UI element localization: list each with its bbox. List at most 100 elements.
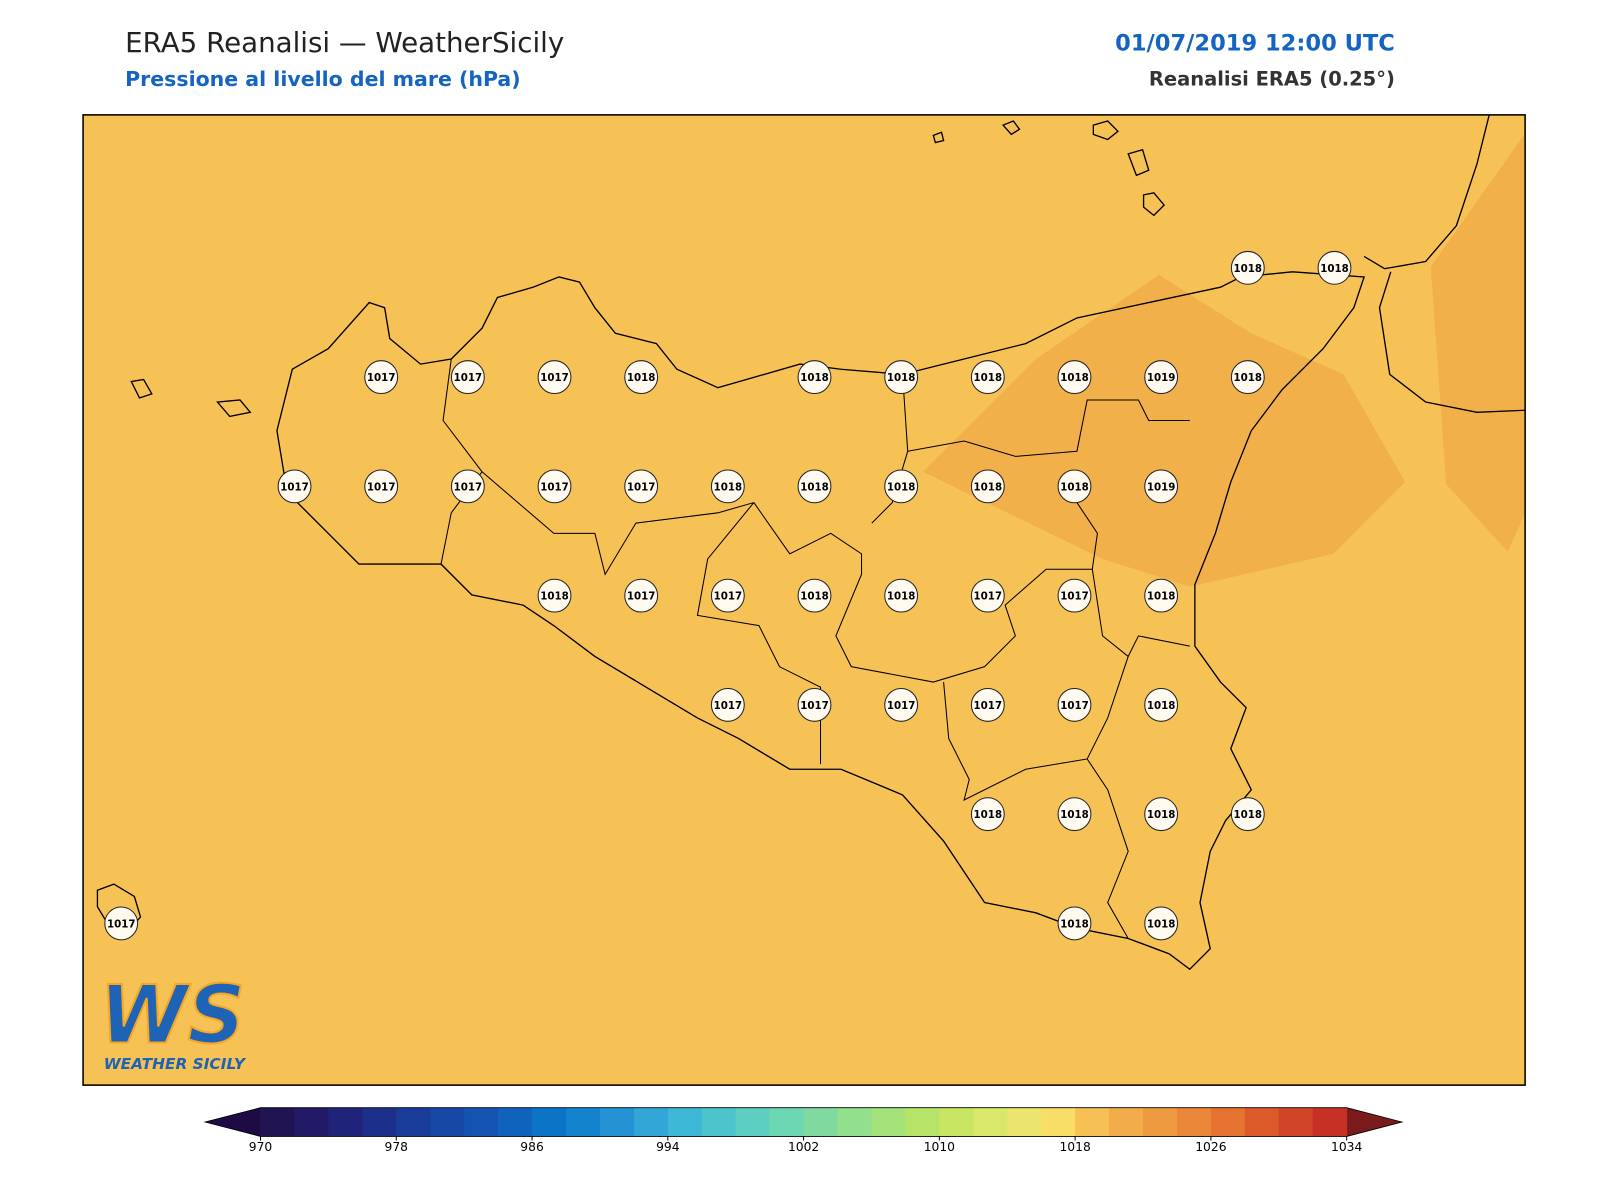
colorbar-cell [1278, 1107, 1314, 1137]
station-value: 1017 [280, 481, 309, 493]
station-marker [624, 360, 659, 395]
station-value: 1018 [1234, 372, 1263, 384]
station-value: 1018 [887, 481, 916, 493]
station-marker [1230, 360, 1265, 395]
colorbar-cell [532, 1107, 567, 1137]
station-value: 1019 [1147, 372, 1176, 384]
station-marker [970, 469, 1005, 504]
calabria-coastline [1363, 114, 1526, 413]
station-value: 1018 [1234, 263, 1263, 275]
sicily-coastline [276, 271, 1366, 971]
colorbar-cell [565, 1107, 601, 1137]
station-marker [710, 687, 745, 722]
station-marker [710, 469, 745, 504]
station-value: 1017 [454, 372, 483, 384]
logo-mark: WS [99, 968, 245, 1061]
colorbar-tick-label: 978 [385, 1140, 408, 1154]
datetime: 01/07/2019 12:00 UTC [1115, 31, 1395, 57]
station-value: 1017 [1060, 700, 1089, 712]
colorbar-tick-label: 1010 [924, 1140, 955, 1154]
source: Reanalisi ERA5 (0.25°) [1149, 68, 1395, 91]
station-value: 1017 [367, 372, 396, 384]
station-marker [1144, 578, 1179, 613]
station-marker [450, 469, 485, 504]
station-value: 1017 [974, 591, 1003, 603]
station-marker [1057, 469, 1092, 504]
station-marker [797, 469, 832, 504]
colorbar-cell [498, 1107, 533, 1137]
station-marker [624, 578, 659, 613]
colorbar-tick-label: 1034 [1331, 1140, 1362, 1154]
colorbar-cell [871, 1107, 906, 1137]
station-marker [364, 469, 399, 504]
station-marker [797, 578, 832, 613]
colorbar: 970 978 986 994 1002 1010 1018 1026 1034 [203, 1107, 1404, 1154]
colorbar-cell [599, 1107, 635, 1137]
station-value: 1018 [1320, 263, 1349, 275]
station-value: 1018 [974, 809, 1003, 821]
station-marker [1144, 687, 1179, 722]
station-value: 1018 [1060, 918, 1089, 930]
station-value: 1018 [540, 591, 569, 603]
station-value: 1017 [627, 481, 656, 493]
colorbar-cell [1109, 1107, 1144, 1137]
colorbar-cell [1143, 1107, 1178, 1137]
colorbar-cell [362, 1107, 397, 1137]
station-marker [1144, 360, 1179, 395]
colorbar-cell [905, 1107, 940, 1137]
station-marker [537, 469, 572, 504]
station-value: 1017 [627, 591, 656, 603]
high-pressure-area [923, 274, 1406, 587]
colorbar-tick-label: 1002 [788, 1140, 819, 1154]
station-value: 1018 [1060, 481, 1089, 493]
station-marker [104, 906, 139, 941]
colorbar-cell [837, 1107, 872, 1137]
markers: 1018 1018 1017 1017 1017 1018 1018 1018 1018 1018… [104, 250, 1352, 941]
station-marker [364, 360, 399, 395]
colorbar-cell [294, 1107, 329, 1137]
station-value: 1017 [107, 918, 136, 930]
colorbar-under [205, 1107, 261, 1137]
station-value: 1018 [974, 481, 1003, 493]
colorbar-cell [973, 1107, 1008, 1137]
station-marker [884, 469, 919, 504]
colorbar-cell [1041, 1107, 1076, 1137]
station-marker [797, 360, 832, 395]
station-value: 1018 [887, 591, 916, 603]
islands [96, 120, 1166, 935]
station-marker [537, 360, 572, 395]
colorbar-cell [1007, 1107, 1042, 1137]
station-marker [624, 469, 659, 504]
colorbar-over [1346, 1107, 1403, 1137]
station-value: 1018 [800, 591, 829, 603]
station-value: 1018 [1147, 918, 1176, 930]
colorbar-cell [633, 1107, 669, 1137]
station-marker [1057, 906, 1092, 941]
station-value: 1018 [800, 481, 829, 493]
subtitle: Pressione al livello del mare (hPa) [125, 67, 521, 91]
colorbar-cell [735, 1107, 771, 1137]
colorbar-cell [396, 1107, 431, 1137]
station-value: 1017 [887, 700, 916, 712]
station-value: 1018 [1060, 809, 1089, 821]
station-marker [1230, 250, 1265, 285]
colorbar-cell [430, 1107, 465, 1137]
station-value: 1019 [1147, 481, 1176, 493]
colorbar-cell [328, 1107, 363, 1137]
station-marker [1144, 469, 1179, 504]
colorbar-cell [1075, 1107, 1110, 1137]
colorbar-tick-label: 994 [656, 1140, 680, 1154]
colorbar-tick-label: 1018 [1059, 1140, 1090, 1154]
high-pressure-area [1430, 133, 1526, 552]
station-value: 1017 [454, 481, 483, 493]
station-marker [884, 687, 919, 722]
station-marker [1144, 797, 1179, 832]
station-value: 1018 [800, 372, 829, 384]
station-value: 1017 [540, 372, 569, 384]
logo-name: WEATHER SICILY [104, 1055, 247, 1073]
colorbar-tick-label: 970 [249, 1140, 272, 1154]
station-marker [1057, 797, 1092, 832]
colorbar-cell [769, 1107, 805, 1137]
station-marker [970, 360, 1005, 395]
